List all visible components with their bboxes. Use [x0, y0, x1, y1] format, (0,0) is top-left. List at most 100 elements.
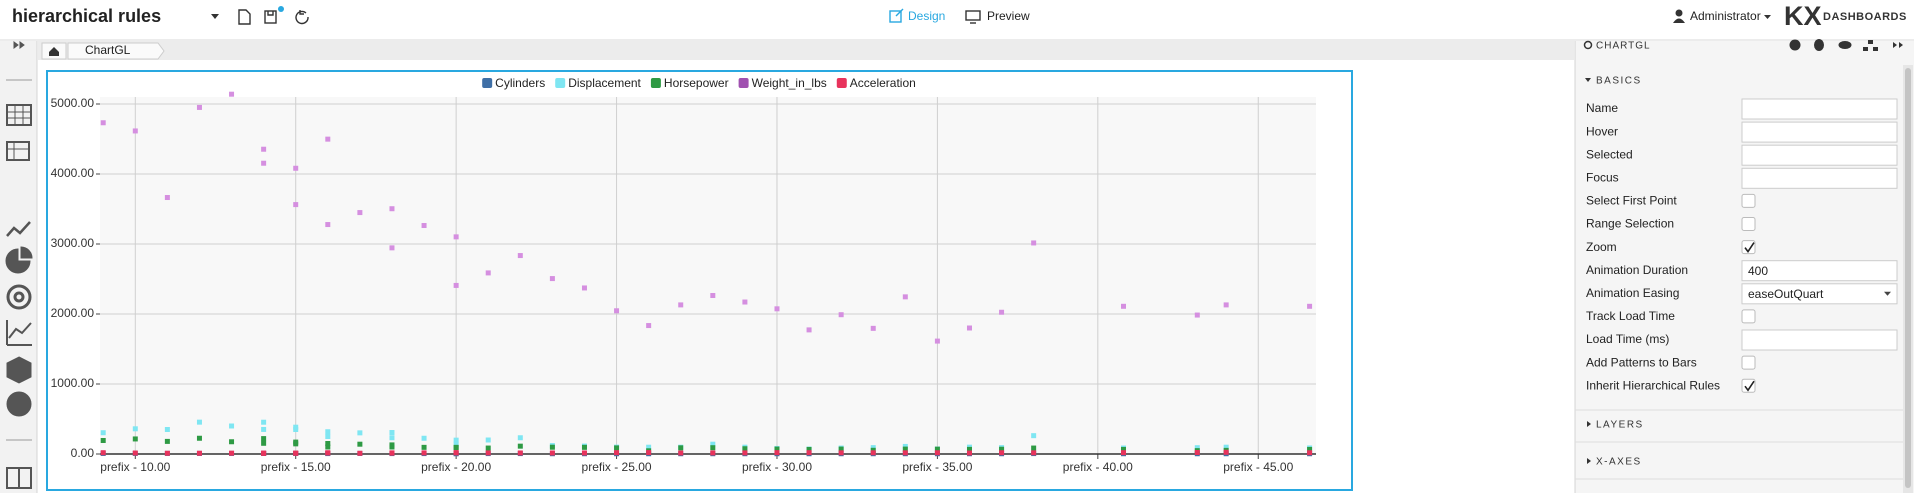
checkbox[interactable]: [1741, 217, 1756, 231]
text-input[interactable]: [1741, 121, 1898, 143]
point: [774, 306, 780, 312]
point: [100, 437, 106, 443]
breadcrumb-tab[interactable]: [67, 42, 165, 60]
point: [325, 136, 331, 142]
point: [389, 430, 395, 436]
point: [421, 444, 427, 450]
toolbar-icons[interactable]: [238, 9, 309, 25]
section-header[interactable]: LAYERS: [1596, 420, 1644, 431]
section-header[interactable]: BASICS: [1596, 76, 1642, 87]
field-label: Animation Duration: [1586, 263, 1688, 277]
breadcrumb-item[interactable]: ChartGL: [85, 43, 131, 57]
search-icon[interactable]: [1583, 40, 1593, 50]
checkbox[interactable]: [1741, 378, 1756, 393]
point: [614, 308, 620, 314]
point: [229, 423, 235, 429]
point: [902, 443, 908, 449]
point: [1223, 444, 1229, 450]
legend: Cylinders Displacement Horsepower Weight_in…: [482, 76, 916, 90]
point: [549, 276, 555, 282]
point: [389, 245, 395, 251]
legend-label[interactable]: Acceleration: [850, 76, 916, 90]
point: [614, 450, 620, 456]
point: [1223, 449, 1229, 455]
point: [229, 91, 235, 97]
field-label: Hover: [1586, 124, 1618, 138]
panel-icons[interactable]: [1789, 39, 1904, 51]
user-dropdown[interactable]: [1764, 15, 1771, 19]
point: [774, 450, 780, 456]
dashboard-title[interactable]: hierarchical rules: [12, 6, 161, 26]
point: [1307, 303, 1313, 309]
point: [261, 440, 267, 446]
text-input[interactable]: [1741, 260, 1898, 282]
checkbox[interactable]: [1741, 240, 1756, 255]
point: [646, 444, 652, 450]
legend-swatch[interactable]: [555, 78, 566, 88]
text-input[interactable]: [1741, 144, 1898, 166]
text-input[interactable]: [1741, 167, 1898, 189]
preview-icon[interactable]: [965, 10, 981, 24]
point: [100, 120, 106, 126]
field-value[interactable]: easeOutQuart: [1748, 287, 1824, 301]
legend-label[interactable]: Displacement: [568, 76, 641, 90]
legend-label[interactable]: Horsepower: [664, 76, 729, 90]
brand: DASHBOARDS: [1823, 11, 1907, 23]
point: [485, 450, 491, 456]
legend-swatch[interactable]: [482, 78, 493, 88]
point: [261, 450, 267, 456]
checkbox[interactable]: [1741, 193, 1756, 208]
section-toggle[interactable]: [1587, 421, 1591, 427]
point: [838, 312, 844, 318]
point: [710, 293, 716, 299]
section-toggle[interactable]: [1587, 458, 1591, 464]
point: [838, 450, 844, 456]
legend-label[interactable]: Weight_in_lbs: [752, 76, 827, 90]
point: [870, 450, 876, 456]
y-tick-label: 1000.00: [51, 376, 95, 390]
point: [196, 450, 202, 456]
point: [806, 450, 812, 456]
point: [1120, 450, 1126, 456]
checkbox[interactable]: [1741, 309, 1756, 324]
title-dropdown[interactable]: [211, 14, 219, 19]
point: [357, 210, 363, 216]
legend-swatch[interactable]: [650, 78, 661, 88]
point: [1307, 446, 1313, 452]
point: [389, 450, 395, 456]
field-label: Focus: [1586, 170, 1619, 184]
preview-mode[interactable]: Preview: [987, 9, 1030, 23]
user-menu[interactable]: Administrator: [1690, 9, 1761, 23]
text-input[interactable]: [1741, 98, 1898, 120]
section-toggle[interactable]: [1585, 78, 1591, 82]
text-input[interactable]: [1741, 329, 1898, 351]
field-label: Inherit Hierarchical Rules: [1586, 378, 1720, 392]
legend-swatch[interactable]: [836, 78, 847, 88]
point: [581, 450, 587, 456]
scrollbar-thumb[interactable]: [1905, 68, 1911, 488]
design-mode[interactable]: Design: [908, 9, 945, 23]
point: [614, 445, 620, 451]
design-icon[interactable]: [889, 8, 904, 23]
legend-label[interactable]: Cylinders: [495, 76, 545, 90]
checkbox[interactable]: [1741, 355, 1756, 370]
legend-swatch[interactable]: [738, 78, 749, 88]
point: [1120, 303, 1126, 309]
point: [838, 446, 844, 452]
section-header[interactable]: X-AXES: [1596, 457, 1642, 468]
field-value[interactable]: 400: [1748, 264, 1768, 278]
sidebar-icons[interactable]: [5, 41, 33, 489]
point: [870, 445, 876, 451]
select[interactable]: [1741, 283, 1898, 305]
home-icon: [49, 47, 59, 56]
point: [164, 427, 170, 432]
point: [485, 437, 491, 443]
point: [678, 302, 684, 308]
point: [999, 450, 1005, 456]
field-label: Select First Point: [1586, 194, 1677, 208]
point: [453, 437, 459, 443]
point: [1194, 445, 1200, 451]
point: [196, 435, 202, 441]
point: [742, 446, 748, 452]
breadcrumb-bar: [38, 41, 1574, 60]
